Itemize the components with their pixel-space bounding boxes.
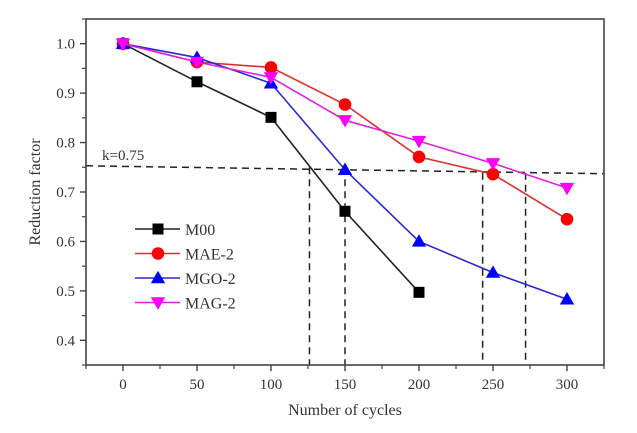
- y-tick-label: 0.9: [56, 86, 75, 102]
- data-point-mae-2: [560, 212, 574, 226]
- y-tick-label: 0.5: [56, 284, 75, 300]
- legend-item-mae-2: MAE-2: [135, 247, 234, 264]
- x-tick-label: 150: [334, 377, 357, 393]
- data-point-m00: [413, 286, 425, 298]
- y-tick-label: 0.7: [56, 185, 75, 201]
- data-point-mae-2: [338, 98, 352, 111]
- y-tick-label: 0.4: [56, 333, 75, 349]
- legend-marker-mgo-2: [150, 270, 166, 284]
- legend-label-m00: M00: [185, 222, 215, 239]
- data-point-mae-2: [412, 150, 426, 164]
- data-point-mgo-2: [337, 162, 353, 175]
- x-tick-label: 50: [190, 377, 205, 393]
- x-tick-label: 300: [556, 377, 579, 393]
- legend-item-mgo-2: MGO-2: [135, 270, 236, 288]
- legend-item-mag-2: MAG-2: [135, 296, 236, 313]
- x-tick-label: 200: [408, 377, 431, 393]
- data-point-mag-2: [263, 72, 279, 85]
- tick-layer: 0 50 100 150 200 250 300 0.4 0.5 0.6 0.7 0.8 0.9 1.0: [56, 18, 605, 393]
- x-tick-label: 250: [482, 377, 505, 393]
- data-point-m00: [191, 76, 203, 88]
- legend: M00 MAE-2 MGO-2 MAG-2: [135, 222, 236, 313]
- series-mag-2: [115, 38, 575, 196]
- data-point-mag-2: [411, 135, 427, 149]
- data-point-mag-2: [559, 182, 575, 196]
- y-tick-label: 0.6: [56, 234, 75, 250]
- legend-label-mag-2: MAG-2: [185, 296, 236, 313]
- y-tick-label: 1.0: [56, 37, 75, 53]
- data-point-mae-2: [486, 167, 500, 181]
- data-point-mgo-2: [559, 292, 575, 305]
- legend-label-mae-2: MAE-2: [185, 247, 234, 264]
- data-point-m00: [265, 111, 277, 123]
- data-point-mag-2: [189, 56, 205, 70]
- data-point-mag-2: [485, 158, 501, 171]
- data-point-mgo-2: [411, 234, 427, 247]
- data-point-m00: [339, 205, 351, 217]
- data-point-mag-2: [115, 38, 131, 51]
- legend-marker-mag-2: [150, 297, 166, 310]
- legend-label-mgo-2: MGO-2: [185, 271, 236, 288]
- legend-marker-mae-2: [151, 247, 165, 260]
- legend-item-m00: M00: [135, 222, 215, 239]
- y-axis-title: Reduction factor: [27, 138, 44, 246]
- data-point-mag-2: [337, 115, 353, 128]
- k-threshold-line: [85, 165, 605, 175]
- data-point-mae-2: [264, 61, 278, 74]
- legend-marker-m00: [152, 223, 164, 235]
- reference-lines: [85, 165, 605, 365]
- data-point-mgo-2: [485, 265, 501, 278]
- x-tick-label: 100: [260, 377, 283, 393]
- series-layer: [115, 36, 575, 305]
- x-tick-label: 0: [119, 377, 127, 393]
- y-tick-label: 0.8: [56, 136, 75, 152]
- x-axis-title: Number of cycles: [288, 402, 402, 419]
- k-annotation: k=0.75: [102, 148, 144, 164]
